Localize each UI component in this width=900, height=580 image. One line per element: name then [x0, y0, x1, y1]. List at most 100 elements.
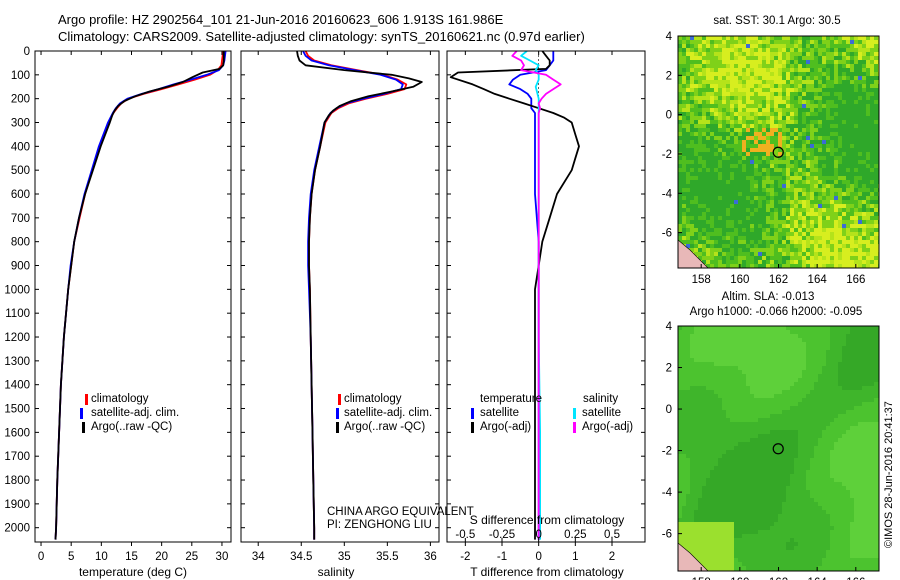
map-cell — [722, 60, 727, 65]
map-cell — [798, 386, 803, 391]
map-cell — [794, 264, 799, 268]
map-cell — [782, 124, 787, 129]
map-cell — [786, 398, 791, 403]
map-cell — [802, 200, 807, 205]
map-cell — [726, 204, 731, 209]
map-cell — [790, 256, 795, 261]
map-cell — [698, 398, 703, 403]
map-cell — [706, 168, 711, 173]
map-cell — [874, 68, 879, 73]
map-cell — [690, 36, 695, 41]
map-cell — [794, 386, 799, 391]
map-cell — [846, 252, 851, 257]
map-cell — [722, 84, 727, 89]
map-cell — [858, 220, 863, 225]
map-cell — [702, 410, 707, 415]
map-cell — [758, 264, 763, 268]
map-cell — [690, 326, 695, 331]
map-cell — [754, 36, 759, 41]
map-cell — [758, 394, 763, 399]
map-cell — [830, 446, 835, 451]
map-cell — [742, 342, 747, 347]
map-cell — [842, 72, 847, 77]
map-cell — [822, 76, 827, 81]
map-cell — [866, 104, 871, 109]
map-cell — [742, 236, 747, 241]
map-cell — [834, 224, 839, 229]
map-cell — [754, 152, 759, 157]
map-cell — [734, 236, 739, 241]
map-cell — [870, 350, 875, 355]
map-cell — [870, 68, 875, 73]
map-cell — [750, 44, 755, 49]
map-cell — [702, 438, 707, 443]
map-cell — [698, 88, 703, 93]
map-cell — [730, 244, 735, 249]
map-cell — [726, 160, 731, 165]
map-cell — [862, 402, 867, 407]
map-cell — [782, 220, 787, 225]
map-cell — [858, 68, 863, 73]
map-cell — [822, 382, 827, 387]
map-cell — [706, 248, 711, 253]
map-cell — [782, 172, 787, 177]
map-cell — [722, 152, 727, 157]
map-cell — [778, 426, 783, 431]
map-cell — [702, 136, 707, 141]
map-cell — [738, 446, 743, 451]
map-cell — [858, 394, 863, 399]
depth-tick-label: 1400 — [4, 380, 30, 392]
map-cell — [702, 212, 707, 217]
map-cell — [870, 188, 875, 193]
map-cell — [842, 362, 847, 367]
map-cell — [874, 208, 879, 213]
map-cell — [774, 144, 779, 149]
map-cell — [846, 88, 851, 93]
map-cell — [714, 260, 719, 265]
map-cell — [734, 48, 739, 53]
map-cell — [822, 426, 827, 431]
map-cell — [718, 224, 723, 229]
map-cell — [702, 252, 707, 257]
map-cell — [798, 438, 803, 443]
map-cell — [718, 40, 723, 45]
map-cell — [714, 354, 719, 359]
map-cell — [874, 240, 879, 245]
map-cell — [866, 330, 871, 335]
map-cell — [834, 216, 839, 221]
map-cell — [842, 232, 847, 237]
map-cell — [802, 378, 807, 383]
map-cell — [814, 204, 819, 209]
map-cell — [778, 438, 783, 443]
legend-swatch-satellite-clim-2 — [336, 408, 339, 419]
map-cell — [830, 252, 835, 257]
map-cell — [698, 228, 703, 233]
map-cell — [802, 338, 807, 343]
map-cell — [706, 390, 711, 395]
map-cell — [790, 96, 795, 101]
map-cell — [842, 192, 847, 197]
map-cell — [738, 386, 743, 391]
map-cell — [770, 382, 775, 387]
map-cell — [698, 358, 703, 363]
map-cell — [706, 60, 711, 65]
map-cell — [738, 140, 743, 145]
map-cell — [742, 228, 747, 233]
map-cell — [846, 80, 851, 85]
series-line-satellite-adj-clim — [302, 51, 404, 540]
map-cell — [722, 72, 727, 77]
map-cell — [802, 228, 807, 233]
map-cell — [774, 358, 779, 363]
map-cell — [866, 44, 871, 49]
map-cell — [818, 152, 823, 157]
map-cell — [714, 342, 719, 347]
map-cell — [802, 192, 807, 197]
map-cell — [830, 64, 835, 69]
map-cell — [826, 116, 831, 121]
map-cell — [830, 68, 835, 73]
map-cell — [842, 410, 847, 415]
map-cell — [794, 248, 799, 253]
map-cell — [762, 140, 767, 145]
map-cell — [734, 462, 739, 467]
